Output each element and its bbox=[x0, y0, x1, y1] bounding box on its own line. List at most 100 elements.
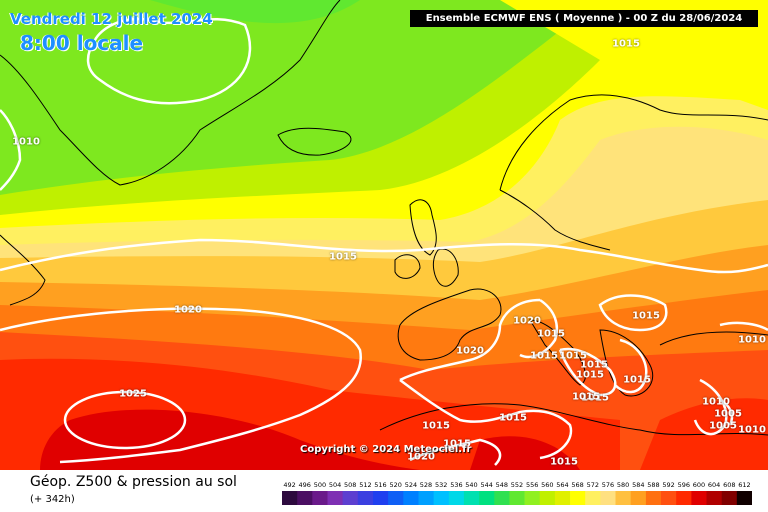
legend-value-label: 560 bbox=[541, 481, 553, 489]
isobar-1010-west bbox=[0, 109, 22, 191]
legend-color-swatch bbox=[403, 491, 419, 505]
forecast-date: Vendredi 12 juillet 2024 bbox=[10, 10, 213, 28]
legend-color-swatch bbox=[661, 491, 677, 505]
isobar-1015-gulf bbox=[519, 298, 559, 359]
legend-color-swatch bbox=[691, 491, 707, 505]
isobars bbox=[0, 17, 768, 466]
legend-color-swatch bbox=[388, 491, 404, 505]
legend-color-swatch bbox=[721, 491, 738, 505]
forecast-offset: (+ 342h) bbox=[30, 494, 75, 505]
legend-color-swatch bbox=[433, 491, 450, 505]
iceland-coast bbox=[277, 127, 352, 156]
isobar-label: 1010 bbox=[738, 424, 766, 436]
isobar-label: 1005 bbox=[714, 408, 742, 420]
scandinavia-coast bbox=[499, 94, 768, 191]
iberia-coast bbox=[397, 288, 502, 361]
isobar-label: 1015 bbox=[530, 350, 558, 362]
model-run-banner: Ensemble ECMWF ENS ( Moyenne ) - 00 Z du… bbox=[410, 10, 758, 27]
isobar-label: 1015 bbox=[612, 38, 640, 50]
legend-color-swatch bbox=[600, 491, 616, 505]
canada-coast bbox=[0, 234, 46, 306]
legend-value-label: 568 bbox=[571, 481, 583, 489]
isobar-1010-east bbox=[719, 321, 768, 332]
legend-value-label: 584 bbox=[632, 481, 644, 489]
isobar-label: 1015 bbox=[576, 369, 604, 381]
legend-value-label: 504 bbox=[329, 481, 341, 489]
isobar-label: 1020 bbox=[174, 304, 202, 316]
band-green bbox=[0, 0, 360, 24]
legend-value-label: 548 bbox=[496, 481, 508, 489]
isobar-label: 1015 bbox=[443, 438, 471, 450]
isobar-label: 1015 bbox=[537, 328, 565, 340]
britain-coast bbox=[432, 248, 459, 287]
isobar-1005-turkey bbox=[719, 398, 734, 426]
legend-color-swatch bbox=[327, 491, 343, 505]
ireland-coast bbox=[394, 254, 421, 279]
color-scale-legend: 492 496 500 504 508 512 516 520 524 528 532 536 540 5… bbox=[282, 481, 752, 505]
isobar-label: 1015 bbox=[550, 456, 578, 468]
forecast-time: 8:00 locale bbox=[20, 31, 144, 55]
legend-color-swatch bbox=[463, 491, 480, 505]
baltic-coast bbox=[499, 189, 611, 251]
legend-value-label: 552 bbox=[511, 481, 523, 489]
isobar-label: 1020 bbox=[407, 451, 435, 463]
legend-value-label: 492 bbox=[283, 481, 295, 489]
legend-value-label: 512 bbox=[359, 481, 371, 489]
legend-color-swatch bbox=[312, 491, 328, 505]
legend-value-label: 500 bbox=[314, 481, 326, 489]
legend-color-swatch bbox=[676, 491, 692, 505]
legend-value-label: 496 bbox=[298, 481, 310, 489]
italy-coast bbox=[529, 319, 586, 386]
legend-value-label: 520 bbox=[389, 481, 401, 489]
legend-value-label: 516 bbox=[374, 481, 386, 489]
legend-color-swatch bbox=[585, 491, 601, 505]
isobar-1010-aegean bbox=[693, 378, 728, 436]
isobar-label: 1015 bbox=[580, 359, 608, 371]
legend-value-label: 532 bbox=[435, 481, 447, 489]
greenland-coast bbox=[0, 0, 341, 186]
legend-color-swatch bbox=[342, 491, 359, 505]
legend-value-label: 564 bbox=[556, 481, 568, 489]
legend-color-swatch bbox=[645, 491, 662, 505]
legend-value-label: 508 bbox=[344, 481, 356, 489]
isobar-1020-main bbox=[0, 307, 362, 464]
isobar-label: 1020 bbox=[513, 315, 541, 327]
legend-color-swatch bbox=[736, 491, 752, 505]
isobar-label: 1010 bbox=[12, 136, 40, 148]
isobar-label: 1005 bbox=[709, 420, 737, 432]
legend-color-swatch bbox=[282, 491, 298, 505]
weather-map bbox=[0, 0, 768, 470]
z500-color-bands bbox=[0, 0, 768, 470]
isobar-1025-high bbox=[63, 390, 187, 450]
scotland-coast bbox=[409, 199, 437, 256]
isobar-label: 1015 bbox=[581, 392, 609, 404]
legend-color-swatch bbox=[373, 491, 389, 505]
legend-value-label: 588 bbox=[647, 481, 659, 489]
isobar-label: 1015 bbox=[623, 374, 651, 386]
legend-value-label: 528 bbox=[420, 481, 432, 489]
legend-value-label: 612 bbox=[738, 481, 750, 489]
isobar-1015-north bbox=[86, 17, 252, 105]
legend-value-label: 556 bbox=[526, 481, 538, 489]
legend-value-label: 524 bbox=[405, 481, 417, 489]
legend-color-swatch bbox=[615, 491, 631, 505]
isobar-1020-sahara bbox=[409, 438, 502, 466]
isobar-label: 1015 bbox=[572, 391, 600, 403]
isobar-1015-africa bbox=[399, 378, 573, 460]
legend-color-swatch bbox=[418, 491, 434, 505]
legend-color-swatch bbox=[357, 491, 374, 505]
legend-value-label: 596 bbox=[678, 481, 690, 489]
legend-value-label: 600 bbox=[693, 481, 705, 489]
isobar-1015-italy bbox=[558, 347, 617, 397]
legend-color-swatch bbox=[448, 491, 465, 505]
isobar-label: 1015 bbox=[422, 420, 450, 432]
isobar-label: 1010 bbox=[702, 396, 730, 408]
isobar-1015-adriatic bbox=[614, 338, 648, 394]
legend-value-label: 608 bbox=[723, 481, 735, 489]
isobar-label: 1010 bbox=[738, 334, 766, 346]
legend-color-swatch bbox=[494, 491, 510, 505]
isobar-label: 1025 bbox=[119, 388, 147, 400]
isobar-label: 1015 bbox=[559, 350, 587, 362]
legend-color-swatch bbox=[479, 491, 495, 505]
